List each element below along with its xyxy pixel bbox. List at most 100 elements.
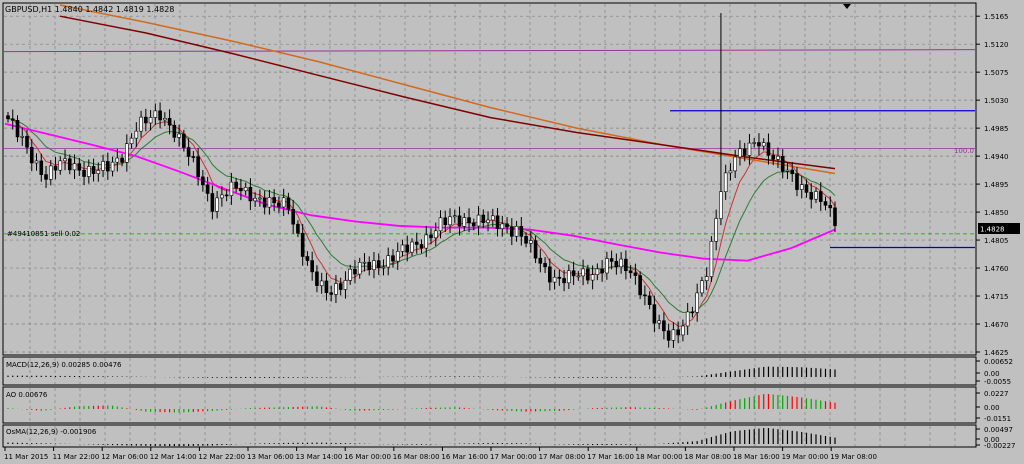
indicator-grid xyxy=(29,358,956,446)
chart-shift-marker-icon[interactable] xyxy=(843,4,851,9)
candle-body xyxy=(243,186,248,192)
time-tick-label: 13 Mar 14:00 xyxy=(296,453,343,461)
indicator-tick-label: -0.0055 xyxy=(984,378,1011,386)
ma-orange-line xyxy=(59,4,836,175)
indicator-tick-label: 0.00 xyxy=(984,404,1000,412)
candle-body xyxy=(795,173,799,190)
price-tick-label: 1.4670 xyxy=(984,321,1009,329)
candle-body xyxy=(723,172,728,193)
candle-body xyxy=(633,272,638,276)
candle-body xyxy=(267,197,272,208)
candle-body xyxy=(334,283,338,295)
time-tick-label: 16 Mar 08:00 xyxy=(393,453,440,461)
price-tick-label: 1.5030 xyxy=(984,97,1009,105)
candle-body xyxy=(381,266,386,269)
indicator-tick-label: 0.0227 xyxy=(984,390,1009,398)
candle-body xyxy=(239,187,243,192)
candle-body xyxy=(82,169,86,177)
candle-body xyxy=(757,142,761,147)
candle-body xyxy=(481,214,486,223)
candle-body xyxy=(728,170,733,174)
candle-body xyxy=(167,118,172,126)
candle-body xyxy=(742,148,747,156)
candle-body xyxy=(652,304,657,324)
candle-body xyxy=(106,161,110,172)
indicator-tick-label: -0.0151 xyxy=(984,415,1011,423)
candle-body xyxy=(395,251,400,262)
candle-body xyxy=(681,325,685,336)
candle-body xyxy=(548,266,552,283)
candle-body xyxy=(353,268,357,275)
candle-body xyxy=(714,218,718,242)
ao-pane[interactable] xyxy=(2,386,977,424)
macd-pane[interactable] xyxy=(2,356,977,386)
time-tick-label: 17 Mar 00:00 xyxy=(490,453,537,461)
time-tick-label: 18 Mar 08:00 xyxy=(684,453,731,461)
candle-body xyxy=(557,276,562,279)
candle-body xyxy=(129,137,134,144)
time-tick-label: 18 Mar 00:00 xyxy=(636,453,683,461)
time-tick-label: 19 Mar 00:00 xyxy=(782,453,829,461)
candle-body xyxy=(676,329,680,336)
candle-body xyxy=(533,240,538,259)
candle-body xyxy=(281,197,286,208)
candle-body xyxy=(581,268,585,277)
candle-body xyxy=(310,260,314,273)
candle-body xyxy=(785,169,790,172)
time-tick-label: 16 Mar 16:00 xyxy=(441,453,488,461)
candle-body xyxy=(538,257,543,264)
candle-body xyxy=(15,120,20,138)
candle-body xyxy=(291,208,295,225)
candle-body xyxy=(471,222,476,227)
price-tick-label: 1.4805 xyxy=(984,237,1009,245)
symbol-header: GBPUSD,H1 1.4840 1.4842 1.4819 1.4828 xyxy=(5,5,174,14)
candle-body xyxy=(424,234,429,249)
candle-body xyxy=(39,160,44,175)
candle-body xyxy=(6,115,10,120)
candle-body xyxy=(719,191,723,219)
candle-body xyxy=(571,270,576,277)
candle-body xyxy=(367,261,372,270)
moving-averages xyxy=(4,4,836,327)
candle-body xyxy=(690,311,695,314)
candle-body xyxy=(823,201,828,206)
candle-body xyxy=(490,215,495,221)
price-tick-label: 1.5165 xyxy=(984,13,1009,21)
osma-histogram xyxy=(7,428,836,447)
candle-body xyxy=(215,197,219,212)
candle-body xyxy=(272,197,276,204)
candle-body xyxy=(158,110,162,121)
candle-body xyxy=(695,292,699,313)
candle-body xyxy=(562,278,566,284)
candle-body xyxy=(529,240,533,244)
candle-body xyxy=(818,191,823,202)
candle-body xyxy=(120,157,124,163)
candle-body xyxy=(438,217,443,232)
candle-body xyxy=(205,184,210,194)
candle-body xyxy=(809,192,814,200)
candle-body xyxy=(348,268,353,281)
candle-body xyxy=(628,270,633,274)
main-pane-border xyxy=(2,2,977,356)
candle-body xyxy=(704,276,709,281)
candle-body xyxy=(624,258,628,272)
candle-body xyxy=(752,142,757,144)
macd-label: MACD(12,26,9) 0.00285 0.00476 xyxy=(6,361,122,369)
candle-body xyxy=(766,142,771,156)
candle-body xyxy=(315,271,319,286)
candle-body xyxy=(191,156,196,158)
candle-body xyxy=(814,191,818,200)
candle-body xyxy=(505,223,509,228)
candle-body xyxy=(134,130,139,139)
candle-body xyxy=(567,270,571,284)
price-tick-label: 1.4760 xyxy=(984,265,1009,273)
candle-body xyxy=(780,155,785,172)
candle-body xyxy=(609,258,614,262)
osma-pane[interactable] xyxy=(2,424,977,448)
candle-body xyxy=(300,232,305,257)
candle-body xyxy=(376,260,381,269)
candle-body xyxy=(34,160,39,164)
candle-body xyxy=(700,280,704,294)
